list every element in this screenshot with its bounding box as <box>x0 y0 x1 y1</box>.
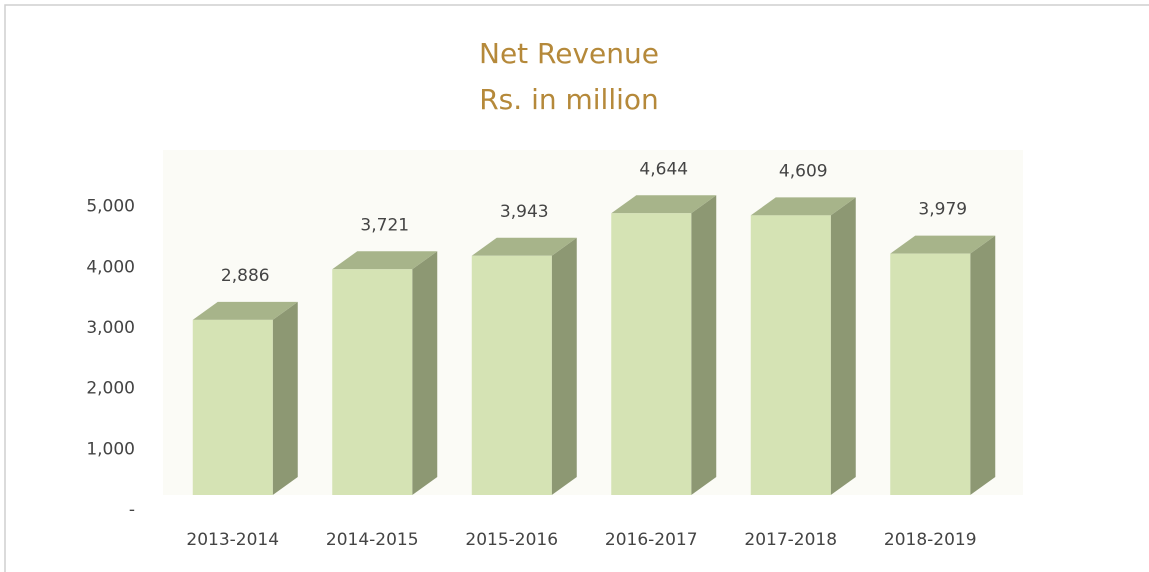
data-label: 3,979 <box>918 200 967 220</box>
y-tick-label: 5,000 <box>86 197 135 217</box>
data-label: 4,644 <box>639 159 688 179</box>
data-label: 4,609 <box>779 161 828 181</box>
chart-title: Net Revenue <box>479 37 659 70</box>
x-tick-label: 2016-2017 <box>605 530 698 550</box>
bar-top <box>332 251 438 270</box>
bar-side <box>970 235 996 495</box>
bar <box>890 253 971 495</box>
x-tick-label: 2017-2018 <box>744 530 837 550</box>
bar-side <box>830 197 856 495</box>
x-tick-label: 2013-2014 <box>186 530 279 550</box>
y-tick-label: 2,000 <box>86 379 135 399</box>
x-tick-label: 2018-2019 <box>884 530 977 550</box>
x-tick-label: 2015-2016 <box>465 530 558 550</box>
y-tick-label: - <box>129 500 135 520</box>
bar <box>192 319 273 495</box>
plot-area <box>163 150 1023 495</box>
bar <box>332 269 413 495</box>
data-label: 3,721 <box>360 215 409 235</box>
bar <box>611 213 692 495</box>
y-tick-label: 1,000 <box>86 439 135 459</box>
data-label: 3,943 <box>500 202 549 222</box>
chart-subtitle: Rs. in million <box>479 83 659 116</box>
bar-top <box>611 195 717 214</box>
frame <box>4 4 1149 572</box>
bar-side <box>551 237 577 496</box>
y-tick-label: 3,000 <box>86 318 135 338</box>
bar <box>471 255 552 495</box>
bar-top <box>471 237 577 256</box>
bar-top <box>750 197 856 216</box>
bar-side <box>412 251 438 495</box>
y-tick-label: 4,000 <box>86 257 135 277</box>
bar-top <box>890 235 996 254</box>
bar <box>750 215 831 495</box>
x-tick-label: 2014-2015 <box>326 530 419 550</box>
bar-side <box>272 301 298 495</box>
bar-side <box>691 195 717 495</box>
data-label: 2,886 <box>221 266 270 286</box>
bar-top <box>192 301 298 320</box>
